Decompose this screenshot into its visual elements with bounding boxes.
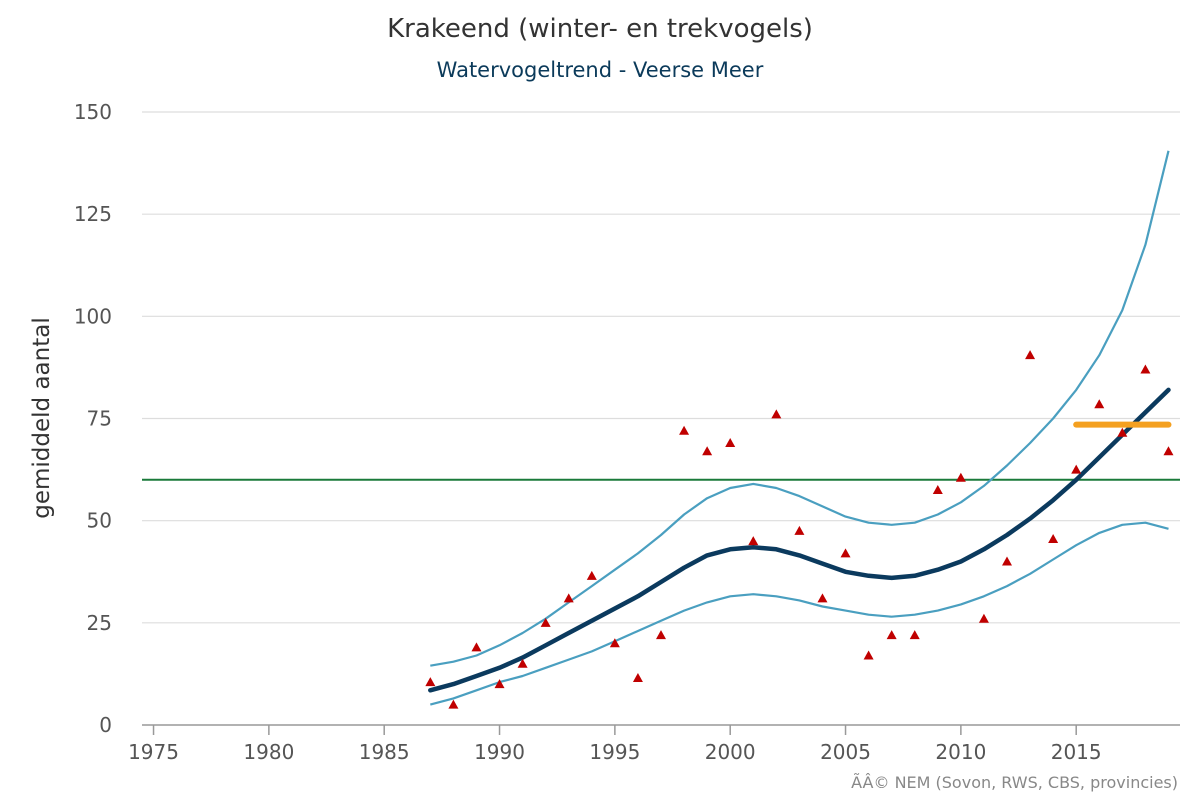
x-tick-1985: 1985 <box>359 740 410 764</box>
y-tick-50: 50 <box>87 509 112 533</box>
series-layer <box>142 150 1180 706</box>
observed-point-2016 <box>1094 399 1105 409</box>
observed-point-2003 <box>794 525 805 535</box>
upper-bound-line <box>430 150 1170 667</box>
observed-point-2009 <box>932 485 943 495</box>
x-tick-1975: 1975 <box>128 740 179 764</box>
observed-point-1999 <box>702 446 713 456</box>
observed-point-2005 <box>840 548 851 558</box>
observed-point-1996 <box>632 673 643 683</box>
observed-point-2019 <box>1163 446 1174 456</box>
observed-point-2014 <box>1048 534 1059 544</box>
x-tick-1995: 1995 <box>589 740 640 764</box>
observed-point-2002 <box>771 409 782 419</box>
observed-point-1995 <box>609 638 620 648</box>
observed-point-2018 <box>1140 364 1151 374</box>
chart-title: Krakeend (winter- en trekvogels) <box>387 14 813 44</box>
observed-point-1998 <box>679 425 690 435</box>
observed-point-1988 <box>448 699 459 709</box>
observed-point-1991 <box>517 658 528 668</box>
x-tick-2015: 2015 <box>1051 740 1102 764</box>
x-tick-1990: 1990 <box>474 740 525 764</box>
observed-point-1994 <box>586 570 597 580</box>
y-tick-125: 125 <box>74 202 112 226</box>
observed-point-2013 <box>1025 350 1036 360</box>
observed-point-2001 <box>748 536 759 546</box>
observed-point-2011 <box>978 613 989 623</box>
y-tick-150: 150 <box>74 100 112 124</box>
observed-point-2007 <box>886 630 897 640</box>
y-tick-100: 100 <box>74 304 112 328</box>
observed-point-2015 <box>1071 464 1082 474</box>
x-tick-2005: 2005 <box>820 740 871 764</box>
trend-line <box>428 387 1171 693</box>
observed-point-2012 <box>1002 556 1012 566</box>
observed-point-2010 <box>955 472 966 482</box>
x-tick-2010: 2010 <box>935 740 986 764</box>
observed-point-2017 <box>1117 427 1128 437</box>
observed-point-1992 <box>540 617 551 627</box>
observed-point-1989 <box>471 642 482 652</box>
credit-text: ÃÂ© NEM (Sovon, RWS, CBS, provincies) <box>851 773 1178 792</box>
observed-point-1997 <box>656 630 666 640</box>
observed-point-1993 <box>563 593 574 603</box>
grid-lines <box>142 111 1180 726</box>
observed-point-1987 <box>425 677 436 687</box>
observed-points <box>425 350 1174 709</box>
observed-point-2000 <box>725 438 736 448</box>
y-tick-25: 25 <box>87 611 112 635</box>
chart-subtitle: Watervogeltrend - Veerse Meer <box>436 58 764 82</box>
x-tick-1980: 1980 <box>243 740 294 764</box>
y-tick-75: 75 <box>87 407 112 431</box>
lower-bound-line <box>430 521 1169 706</box>
observed-point-2004 <box>817 593 828 603</box>
x-tick-labels: 1975 1980 1985 1990 1995 2000 2005 2010 2015 <box>128 725 1102 764</box>
x-tick-2000: 2000 <box>705 740 756 764</box>
observed-point-2008 <box>909 630 920 640</box>
y-tick-0: 0 <box>99 713 112 737</box>
y-tick-labels: 0 25 50 75 100 125 150 <box>74 100 112 737</box>
observed-point-1990 <box>494 679 505 689</box>
observed-point-2006 <box>863 650 874 660</box>
